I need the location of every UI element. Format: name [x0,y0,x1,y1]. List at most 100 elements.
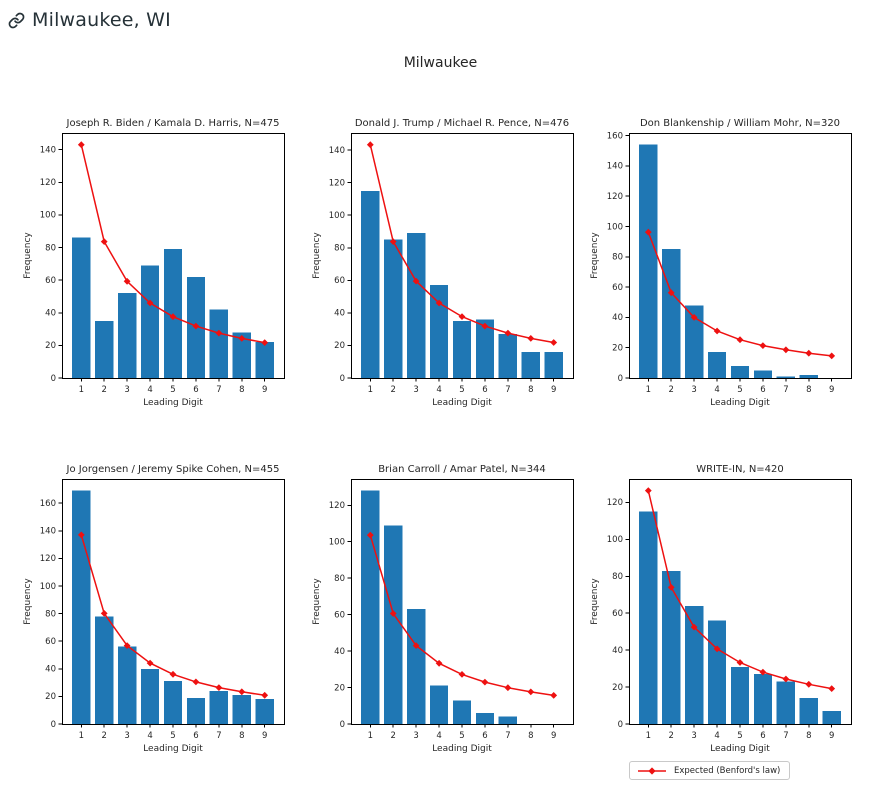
frequency-bar [163,681,183,724]
frequency-bar [685,305,704,378]
benford-marker [435,659,443,667]
y-tick-label: 40 [334,309,345,319]
y-tick-label: 20 [45,341,56,351]
benford-marker [736,659,744,666]
frequency-bar [776,681,795,724]
benford-marker [828,352,836,360]
x-tick-label: 7 [505,731,510,741]
y-tick-label: 0 [618,374,623,384]
x-axis-label: Leading Digit [710,744,770,754]
benford-marker [215,684,223,691]
x-tick-label: 9 [829,385,834,395]
section-header: Milwaukee, WI [8,9,171,31]
y-axis-label: Frequency [590,578,600,625]
x-axis-label: Leading Digit [143,744,203,754]
benford-marker [412,642,420,649]
x-tick-label: 5 [459,385,464,395]
y-tick-label: 140 [40,527,56,537]
subplot-title: Don Blankenship / William Mohr, N=320 [640,118,840,129]
x-tick-label: 9 [262,385,267,395]
y-tick-label: 40 [612,313,623,323]
benford-marker [805,680,813,688]
benford-marker [504,329,512,337]
frequency-bar [407,233,426,378]
frequency-bar [209,690,228,724]
x-tick-label: 6 [193,731,198,741]
x-tick-label: 9 [262,731,267,741]
y-tick-label: 20 [45,692,56,702]
benford-marker [100,238,108,245]
y-tick-label: 0 [618,720,623,730]
benford-marker [412,277,420,285]
benford-marker [644,228,652,236]
x-tick-label: 9 [829,731,834,741]
x-tick-label: 9 [551,385,556,395]
y-tick-label: 40 [334,647,345,657]
chain-link-icon[interactable] [8,12,25,29]
frequency-bar [255,342,274,378]
frequency-bar [361,190,380,378]
section-title: Milwaukee, WI [32,9,171,31]
y-tick-label: 100 [40,582,56,592]
frequency-bar [799,375,818,378]
subplot-2: 0 20 40 60 80 100 120 140 1 2 3 4 5 6 7 8 9 Donald J. Tru… [312,118,574,408]
x-tick-label: 8 [239,731,244,741]
frequency-bar [544,352,563,378]
frequency-bar [822,711,841,724]
benford-marker [146,299,154,307]
benford-marker [389,610,397,617]
frequency-bar [639,511,658,724]
y-tick-label: 80 [45,243,56,253]
y-tick-label: 160 [40,499,56,509]
subplot-title: Joseph R. Biden / Kamala D. Harris, N=47… [66,118,280,129]
subplot-title: WRITE-IN, N=420 [696,464,784,475]
x-tick-label: 1 [368,385,373,395]
y-tick-label: 40 [45,309,56,319]
benford-marker [238,335,246,342]
x-tick-label: 7 [216,385,221,395]
x-tick-label: 4 [147,731,152,741]
x-tick-label: 7 [505,385,510,395]
frequency-bar [407,609,426,724]
y-tick-label: 80 [334,244,345,254]
frequency-bar [232,332,251,378]
x-tick-label: 1 [646,731,651,741]
x-tick-label: 1 [79,731,84,741]
benford-marker [100,610,108,617]
subplot-1: 0 20 40 60 80 100 120 140 1 2 3 4 5 6 7 8 9 Joseph R. Bid… [23,118,285,408]
figure-title: Milwaukee [403,55,478,71]
frequency-bar [118,646,137,724]
y-tick-label: 100 [40,211,56,221]
frequency-bar [72,490,91,724]
benford-marker [667,289,675,297]
frequency-bar [498,334,517,378]
benford-marker [458,671,466,678]
y-tick-label: 80 [45,609,56,619]
y-axis-label: Frequency [23,232,33,279]
y-tick-label: 0 [51,374,56,384]
benford-marker [805,349,813,357]
benford-marker [146,659,154,667]
x-tick-label: 8 [806,385,811,395]
x-tick-label: 1 [646,385,651,395]
x-tick-label: 2 [390,731,395,741]
x-tick-label: 5 [459,731,464,741]
y-tick-label: 60 [45,637,56,647]
x-tick-label: 3 [413,385,418,395]
benford-marker [736,336,744,344]
benford-marker [481,322,489,330]
x-axis-label: Leading Digit [432,398,492,408]
x-axis-label: Leading Digit [710,398,770,408]
frequency-bar [95,320,114,378]
x-tick-label: 6 [760,731,765,741]
x-tick-label: 5 [737,385,742,395]
y-tick-label: 100 [329,538,345,548]
frequency-bar [521,352,540,378]
frequency-bar [799,698,818,724]
benford-marker [828,685,836,692]
y-tick-label: 160 [607,131,623,141]
benford-marker [481,678,489,686]
benford-marker [527,688,535,696]
frequency-bar [232,695,251,724]
